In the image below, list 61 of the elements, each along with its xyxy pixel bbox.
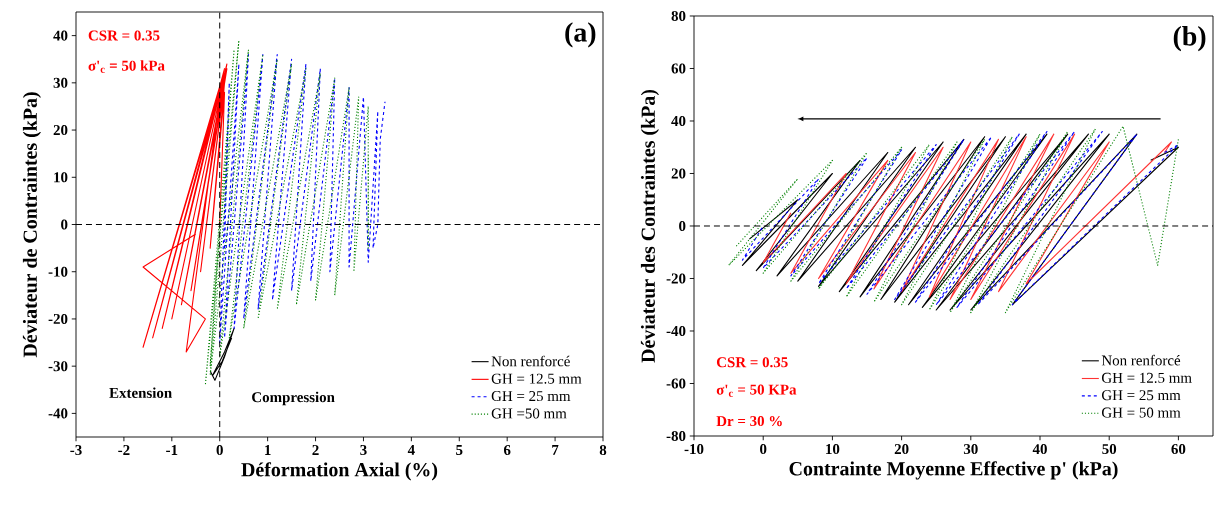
- annotation: σ'$_{c}$ = 50 KPa: [716, 384, 797, 397]
- x-tick-label: -10: [684, 444, 704, 455]
- x-tick-label: 0: [760, 444, 767, 455]
- legend-label: Non renforcé: [491, 355, 570, 367]
- legend-label: GH = 12.5 mm: [1101, 372, 1192, 383]
- x-tick-label: 3: [360, 445, 367, 456]
- x-tick-label: -2: [118, 445, 130, 455]
- chart-title: (a): [565, 22, 596, 48]
- line-series: [204, 39, 369, 386]
- annotation: CSR = 0.35: [716, 357, 788, 368]
- y-tick-label: -60: [666, 378, 686, 389]
- y-tick-label: -20: [48, 313, 68, 324]
- x-tick-label: -1: [166, 445, 178, 455]
- x-tick-label: 8: [599, 445, 607, 456]
- x-tick-label: 7: [552, 445, 559, 455]
- legend-label: GH = 12.5 mm: [491, 373, 582, 384]
- annotation: σ'$_{c}$ = 50 kPa: [88, 60, 165, 73]
- x-tick-label: 2: [312, 445, 319, 455]
- y-tick-label: 20: [53, 125, 68, 136]
- y-tick-label: 40: [671, 115, 686, 127]
- y-tick-label: 20: [671, 168, 686, 179]
- y-tick-label: -10: [48, 266, 68, 277]
- x-tick-label: 20: [894, 444, 909, 455]
- x-tick-label: 10: [826, 444, 840, 455]
- y-tick-label: -80: [666, 430, 686, 442]
- annotation: CSR = 0.35: [88, 30, 160, 41]
- y-axis-title: Déviateur des Contraintes (kPa): [640, 89, 659, 363]
- chart-title: (b): [1173, 26, 1206, 52]
- x-tick-label: 6: [503, 445, 511, 456]
- line-series: [219, 53, 386, 344]
- y-tick-label: 0: [61, 219, 68, 230]
- y-tick-label: 10: [54, 172, 68, 183]
- x-tick-label: 0: [216, 445, 223, 456]
- y-tick-label: -40: [666, 325, 686, 337]
- annotation: Extension: [109, 387, 172, 398]
- x-tick-label: 50: [1102, 444, 1117, 455]
- legend-label: GH = 50 mm: [1101, 407, 1181, 418]
- x-tick-label: 60: [1171, 444, 1186, 455]
- annotation: Dr = 30 %: [716, 416, 782, 427]
- annotation: Compression: [252, 391, 335, 406]
- x-axis-title: Déformation Axial (%): [241, 462, 438, 481]
- x-tick-label: -3: [70, 445, 82, 456]
- x-tick-label: 30: [963, 444, 978, 455]
- y-tick-label: 80: [671, 10, 686, 22]
- y-tick-label: -40: [48, 408, 68, 419]
- legend-label: Non renforcé: [1101, 354, 1181, 366]
- legend-label: GH =50 mm: [491, 408, 567, 419]
- y-tick-label: 40: [53, 30, 68, 41]
- x-tick-label: 1: [265, 445, 271, 455]
- x-tick-label: 4: [407, 445, 415, 455]
- legend-label: GH = 25 mm: [1101, 390, 1181, 401]
- y-tick-label: 60: [671, 63, 686, 74]
- legend-label: GH = 25 mm: [491, 391, 571, 402]
- x-tick-label: 5: [456, 445, 463, 455]
- x-tick-label: 40: [1032, 444, 1047, 455]
- y-tick-label: -20: [666, 273, 686, 284]
- y-tick-label: 0: [679, 220, 686, 232]
- y-axis-title: Déviateur de Contraintes (kPa): [22, 92, 41, 358]
- y-tick-label: -30: [48, 361, 68, 372]
- x-axis-title: Contrainte Moyenne Effective p' (kPa): [789, 461, 1118, 480]
- y-tick-label: 30: [53, 77, 68, 88]
